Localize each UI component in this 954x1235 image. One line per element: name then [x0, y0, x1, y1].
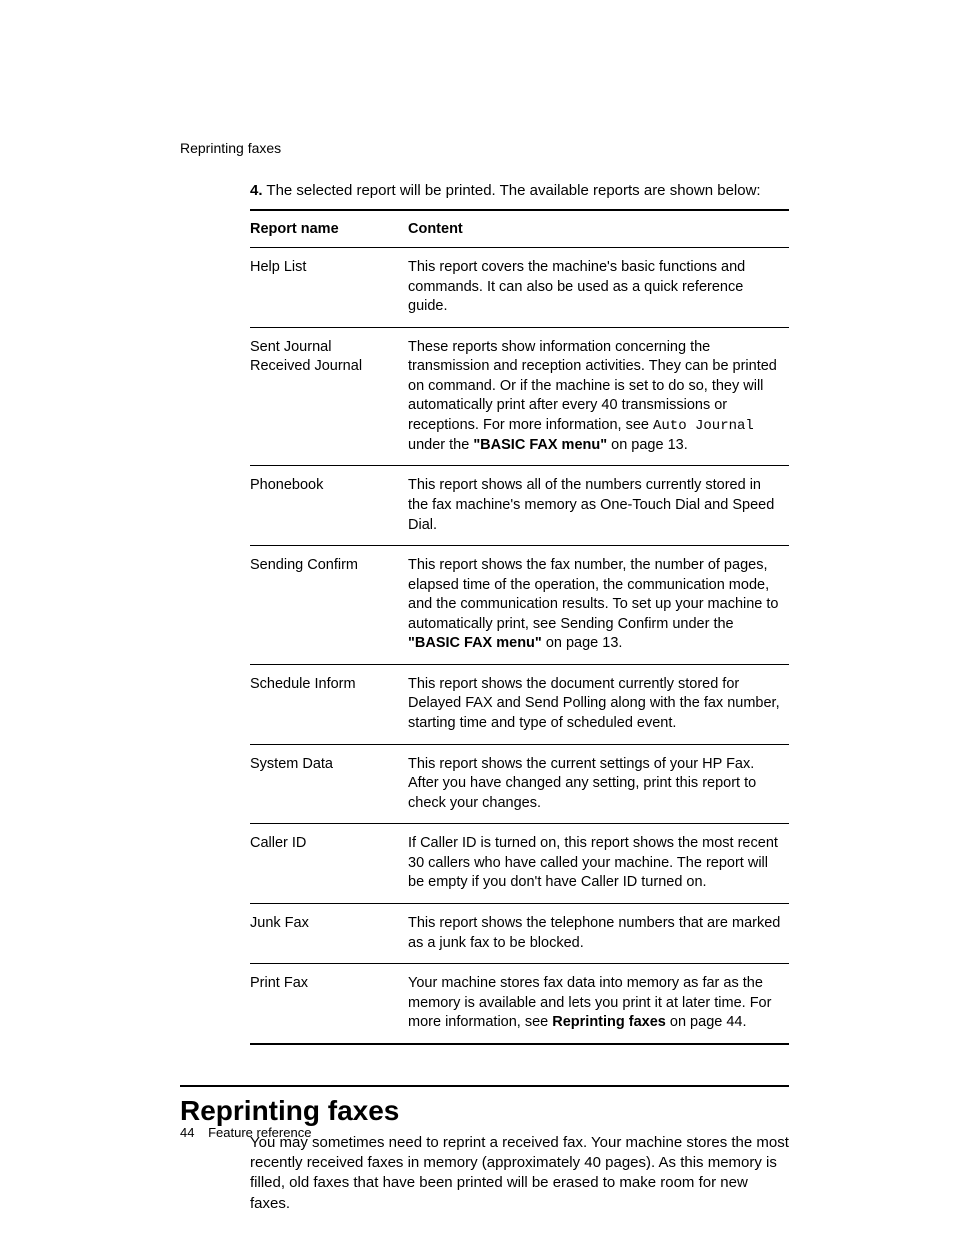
cell-name: Help List — [250, 248, 408, 328]
text: on page 44. — [666, 1014, 747, 1030]
cell-content: This report shows the document currently… — [408, 664, 789, 744]
text: on page 13. — [542, 635, 623, 651]
bold-text: "BASIC FAX menu" — [473, 437, 607, 453]
table-row: Junk Fax This report shows the telephone… — [250, 903, 789, 963]
table-row: Caller ID If Caller ID is turned on, thi… — [250, 824, 789, 904]
cell-name: Caller ID — [250, 824, 408, 904]
text: This report shows the fax number, the nu… — [408, 557, 779, 632]
col-header-content: Content — [408, 210, 789, 248]
table-header-row: Report name Content — [250, 210, 789, 248]
cell-name: Junk Fax — [250, 903, 408, 963]
cell-name: System Data — [250, 744, 408, 824]
page-number: 44 — [180, 1125, 194, 1140]
cell-content: This report shows the telephone numbers … — [408, 903, 789, 963]
cell-name: Schedule Inform — [250, 664, 408, 744]
table-row: System Data This report shows the curren… — [250, 744, 789, 824]
table-row: Help List This report covers the machine… — [250, 248, 789, 328]
step-text: The selected report will be printed. The… — [266, 182, 760, 199]
table-row: Sending Confirm This report shows the fa… — [250, 546, 789, 665]
page: Reprinting faxes 4. The selected report … — [0, 0, 954, 1235]
table-row: Phonebook This report shows all of the n… — [250, 466, 789, 546]
cell-content: This report shows all of the numbers cur… — [408, 466, 789, 546]
cell-content: This report covers the machine's basic f… — [408, 248, 789, 328]
reports-table: Report name Content Help List This repor… — [250, 209, 789, 1045]
text: under the — [408, 437, 473, 453]
bold-text: "BASIC FAX menu" — [408, 635, 542, 651]
cell-content: These reports show information concernin… — [408, 327, 789, 466]
running-head: Reprinting faxes — [180, 140, 789, 156]
cell-content: This report shows the fax number, the nu… — [408, 546, 789, 665]
cell-content: If Caller ID is turned on, this report s… — [408, 824, 789, 904]
text: on page 13. — [607, 437, 688, 453]
cell-name: Print Fax — [250, 964, 408, 1044]
step-line: 4. The selected report will be printed. … — [180, 182, 789, 199]
table-row: Schedule Inform This report shows the do… — [250, 664, 789, 744]
section-rule — [180, 1085, 789, 1087]
table-row: Sent Journal Received Journal These repo… — [250, 327, 789, 466]
cell-name: Phonebook — [250, 466, 408, 546]
cell-name: Sending Confirm — [250, 546, 408, 665]
cell-content: This report shows the current settings o… — [408, 744, 789, 824]
table-row: Print Fax Your machine stores fax data i… — [250, 964, 789, 1044]
section-body: You may sometimes need to reprint a rece… — [180, 1133, 789, 1214]
name-line: Sent Journal — [250, 339, 331, 355]
step-number: 4. — [250, 182, 263, 199]
page-footer: 44 Feature reference — [180, 1125, 311, 1140]
mono-text: Auto Journal — [653, 418, 754, 434]
name-line: Received Journal — [250, 358, 362, 374]
cell-name: Sent Journal Received Journal — [250, 327, 408, 466]
cell-content: Your machine stores fax data into memory… — [408, 964, 789, 1044]
bold-text: Reprinting faxes — [552, 1014, 666, 1030]
col-header-name: Report name — [250, 210, 408, 248]
chapter-name: Feature reference — [208, 1125, 311, 1140]
section-title: Reprinting faxes — [180, 1095, 789, 1127]
